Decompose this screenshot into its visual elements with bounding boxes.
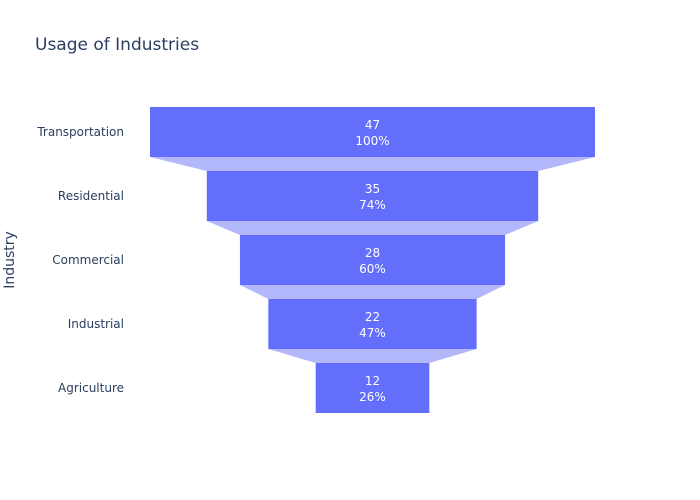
bar-value-label: 28 xyxy=(365,246,380,260)
bar-value-label: 47 xyxy=(365,118,380,132)
bar-percent-label: 60% xyxy=(359,262,386,276)
funnel-connector xyxy=(268,349,477,363)
funnel-bar-transportation[interactable] xyxy=(150,107,595,157)
funnel-connectors xyxy=(150,157,595,363)
y-tick-label: Residential xyxy=(58,189,124,203)
y-tick-label: Agriculture xyxy=(58,381,124,395)
bar-percent-label: 74% xyxy=(359,198,386,212)
bar-value-label: 12 xyxy=(365,374,380,388)
funnel-connector xyxy=(206,221,539,235)
bar-value-label: 35 xyxy=(365,182,380,196)
funnel-bar-industrial[interactable] xyxy=(268,299,477,349)
bar-percent-label: 26% xyxy=(359,390,386,404)
funnel-connector xyxy=(150,157,595,171)
y-axis-tick-labels: Transportation Residential Commercial Indus… xyxy=(36,125,124,395)
funnel-bar-labels: 47 100% 35 74% 28 60% 22 47% 12 26% xyxy=(355,118,389,404)
funnel-bar-agriculture[interactable] xyxy=(315,363,430,413)
funnel-bars xyxy=(150,107,595,413)
funnel-connector xyxy=(239,285,506,299)
y-tick-label: Industrial xyxy=(68,317,124,331)
bar-value-label: 22 xyxy=(365,310,380,324)
bar-percent-label: 47% xyxy=(359,326,386,340)
y-tick-label: Transportation xyxy=(36,125,124,139)
y-axis-title: Industry xyxy=(2,231,18,289)
bar-percent-label: 100% xyxy=(355,134,389,148)
y-tick-label: Commercial xyxy=(52,253,124,267)
chart-title: Usage of Industries xyxy=(35,35,199,55)
funnel-bar-residential[interactable] xyxy=(206,171,539,221)
funnel-bar-commercial[interactable] xyxy=(239,235,506,285)
